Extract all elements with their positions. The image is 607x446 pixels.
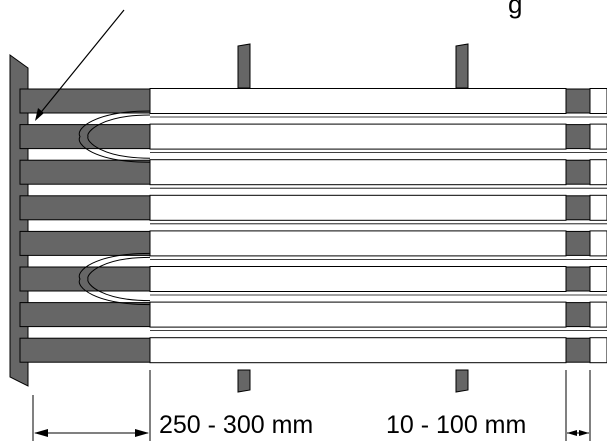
bar-left-1 <box>19 88 153 114</box>
bar-right-6 <box>565 266 591 292</box>
wrap-6 <box>149 266 567 292</box>
wrap-7 <box>149 301 567 328</box>
fold-loop-inner-2 <box>87 256 151 302</box>
wrap-4 <box>149 194 567 221</box>
rows-layer <box>19 88 607 364</box>
bar-left-7 <box>19 302 153 328</box>
fold-loop-outer-2 <box>78 252 151 306</box>
top-label-text: g <box>508 0 523 19</box>
bar-right-4 <box>565 195 591 221</box>
wrap-end-8 <box>589 337 607 364</box>
bar-left-5 <box>19 230 153 256</box>
vertical-bar-2-top <box>455 43 469 89</box>
wrap-end-2 <box>589 123 607 150</box>
bar-left-2 <box>19 124 153 150</box>
wrap-5 <box>149 230 567 257</box>
wrap-8 <box>149 337 567 364</box>
wrap-end-1 <box>589 88 607 114</box>
wrap-end-7 <box>589 301 607 328</box>
wrap-1 <box>149 88 567 114</box>
bar-right-1 <box>565 88 591 114</box>
vertical-bar-2-bottom <box>455 369 469 393</box>
wrap-3 <box>149 159 567 186</box>
dimension-label-left: 250 - 300 mm <box>159 411 314 439</box>
fold-loop-inner-1 <box>87 114 151 159</box>
dim-arrow-left-start <box>34 429 48 437</box>
leader-arrowhead <box>35 108 44 121</box>
bar-right-7 <box>565 302 591 328</box>
wrap-end-4 <box>589 194 607 221</box>
vertical-bar-1-bottom <box>237 369 251 393</box>
wrap-end-5 <box>589 230 607 257</box>
wrap-2 <box>149 123 567 150</box>
fold-loop-outer-1 <box>78 110 151 163</box>
bar-right-2 <box>565 124 591 150</box>
dim-arrow-right-start <box>567 430 577 436</box>
bar-left-6 <box>19 266 153 292</box>
bar-left-3 <box>19 159 153 185</box>
dim-arrow-right-end <box>579 430 589 436</box>
bar-right-8 <box>565 337 591 363</box>
bar-right-3 <box>565 159 591 185</box>
dimension-label-right: 10 - 100 mm <box>386 411 527 439</box>
wrap-end-3 <box>589 159 607 186</box>
bar-left-8 <box>19 337 153 363</box>
bar-left-4 <box>19 195 153 221</box>
dim-arrow-left-end <box>135 429 149 437</box>
vertical-bar-1-top <box>237 43 251 89</box>
leader-line <box>37 9 125 117</box>
bar-right-5 <box>565 230 591 256</box>
wrap-end-6 <box>589 266 607 292</box>
